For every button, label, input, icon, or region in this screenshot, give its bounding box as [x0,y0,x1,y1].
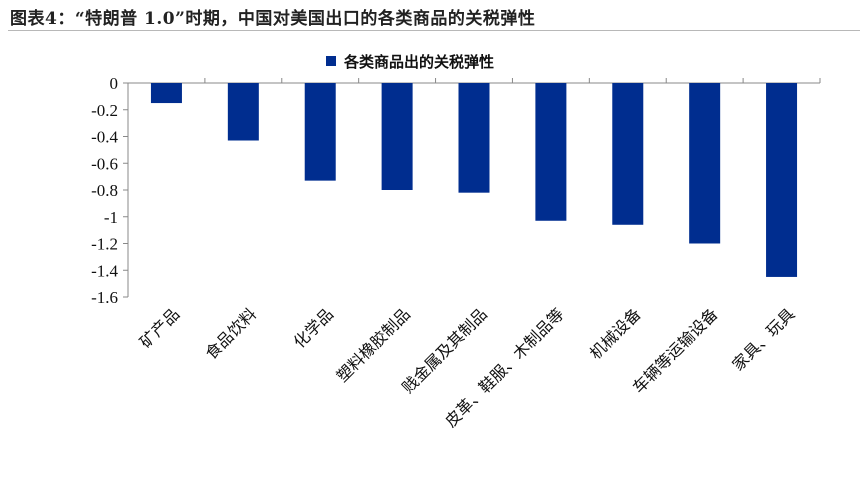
bar-8 [689,83,721,244]
bar-7 [612,83,644,225]
bar-1 [150,83,182,104]
chart-legend: 各类商品出的关税弹性 [326,53,494,71]
y-tick-label: -1.6 [91,288,118,307]
bar-2 [227,83,259,141]
x-category-label: 机械设备 [586,304,645,363]
title-rule [8,30,860,31]
bar-5 [458,83,490,193]
y-tick-label: -0.6 [91,154,118,173]
x-category-label: 矿产品 [136,304,183,351]
legend-swatch [326,56,336,66]
x-category-label: 食品饮料 [201,304,260,363]
y-tick-labels: 0 -0.2 -0.4 -0.6 -0.8 -1 -1.2 -1.4 -1.6 [91,74,118,307]
bar-6 [535,83,567,221]
x-category-label: 化学品 [290,304,337,351]
y-tick-label: -1.4 [91,261,118,280]
bar-9 [766,83,798,277]
figure-title: 图表4：“特朗普 1.0”时期，中国对美国出口的各类商品的关税弹性 [10,9,536,29]
y-tick-label: -1 [104,208,118,227]
bar-3 [304,83,336,181]
y-tick-label: -1.2 [91,235,118,254]
y-tick-label: -0.8 [91,181,118,200]
y-tick-label: -0.2 [91,101,118,120]
y-tick-label: 0 [110,74,119,93]
x-category-label: 塑料橡胶制品 [333,304,414,385]
chart-bars [150,83,798,277]
legend-label: 各类商品出的关税弹性 [343,53,494,71]
x-category-label: 家具、玩具 [728,304,798,374]
bar-4 [381,83,413,190]
y-tick-label: -0.4 [91,128,118,147]
